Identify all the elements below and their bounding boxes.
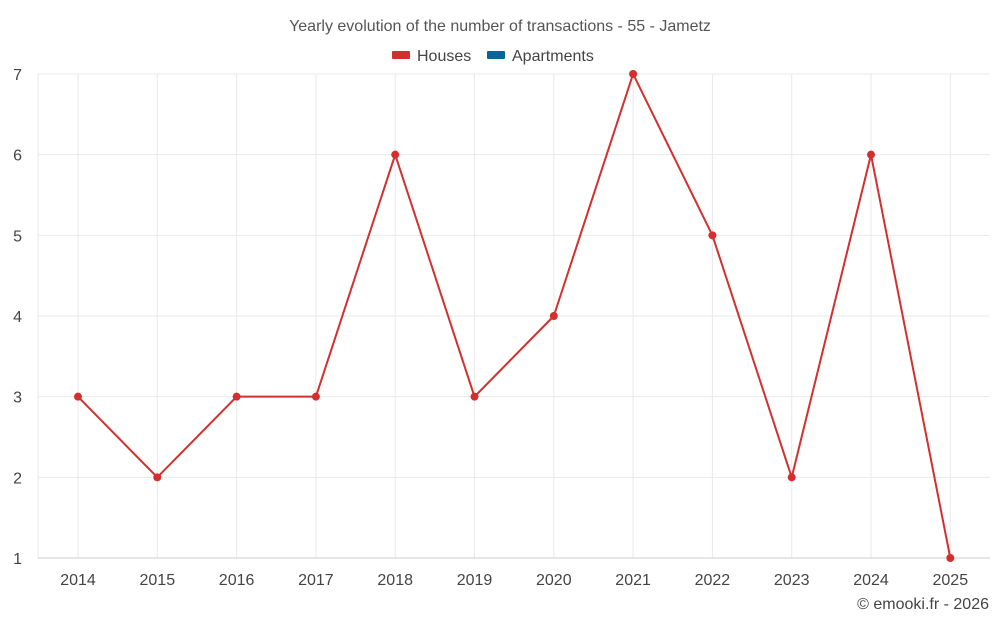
x-tick-label-2017: 2017 xyxy=(298,572,334,589)
legend-swatch-houses xyxy=(392,51,410,59)
x-axis: 2014 2015 2016 2017 2018 2019 2020 2021 2022 2023… xyxy=(38,557,990,589)
credit-text: © emooki.fr - 2026 xyxy=(857,596,989,613)
y-tick-label-7: 7 xyxy=(13,67,22,84)
x-tick-label-2015: 2015 xyxy=(140,572,176,589)
data-point-houses-2017[interactable] xyxy=(311,392,320,401)
data-point-houses-2019[interactable] xyxy=(470,392,479,401)
y-tick-label-5: 5 xyxy=(13,228,22,245)
x-tick-label-2019: 2019 xyxy=(457,572,493,589)
data-point-houses-2020[interactable] xyxy=(549,312,558,320)
y-tick-label-2: 2 xyxy=(13,470,22,487)
data-point-houses-2023[interactable] xyxy=(787,473,796,482)
data-point-houses-2024[interactable] xyxy=(867,150,875,159)
legend: Houses Apartments xyxy=(392,48,594,65)
y-tick-label-4: 4 xyxy=(13,309,22,326)
y-tick-label-3: 3 xyxy=(13,390,22,407)
x-tick-label-2021: 2021 xyxy=(615,572,651,589)
series-line-houses xyxy=(77,73,952,559)
x-tick-label-2018: 2018 xyxy=(377,572,413,589)
data-point-houses-2018[interactable] xyxy=(391,150,400,159)
x-tick-label-2020: 2020 xyxy=(536,572,572,589)
x-tick-label-2023: 2023 xyxy=(774,572,810,589)
y-axis: 1 2 3 4 5 6 7 xyxy=(13,67,22,568)
data-point-houses-2016[interactable] xyxy=(232,392,241,401)
series-layer xyxy=(74,70,955,562)
x-tick-label-2025: 2025 xyxy=(933,572,969,589)
chart-title: Yearly evolution of the number of transa… xyxy=(289,18,711,35)
x-tick-label-2022: 2022 xyxy=(695,572,731,589)
grid xyxy=(37,73,990,558)
legend-item-houses[interactable]: Houses xyxy=(392,48,471,65)
x-tick-label-2024: 2024 xyxy=(853,572,889,589)
x-tick-label-2014: 2014 xyxy=(60,572,96,589)
data-point-houses-2021[interactable] xyxy=(629,70,638,78)
data-point-houses-2025[interactable] xyxy=(946,554,955,562)
y-tick-label-6: 6 xyxy=(13,148,22,165)
data-point-houses-2015[interactable] xyxy=(153,473,162,482)
legend-label-apartments: Apartments xyxy=(512,48,594,65)
legend-label-houses: Houses xyxy=(417,48,471,65)
legend-swatch-apartments xyxy=(487,51,505,59)
data-point-houses-2014[interactable] xyxy=(74,392,82,401)
y-tick-label-1: 1 xyxy=(13,551,22,568)
x-tick-label-2016: 2016 xyxy=(219,572,255,589)
data-point-houses-2022[interactable] xyxy=(708,231,717,240)
legend-item-apartments[interactable]: Apartments xyxy=(487,48,594,65)
